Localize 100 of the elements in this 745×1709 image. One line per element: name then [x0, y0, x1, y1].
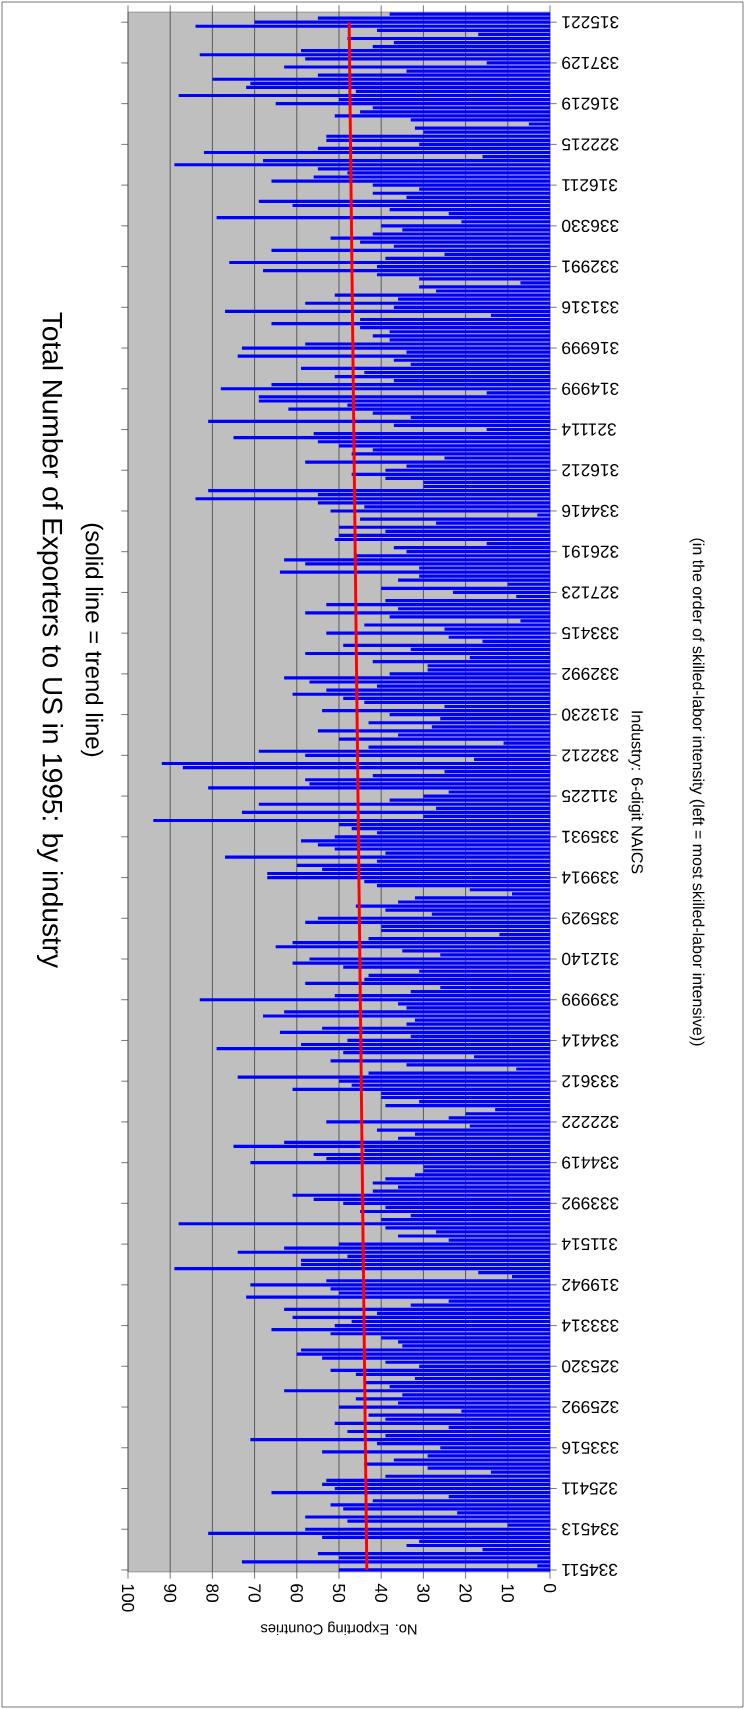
y-tick-label: 339999	[562, 993, 619, 1006]
bar	[284, 676, 550, 680]
bar	[233, 436, 550, 440]
bar	[360, 517, 550, 521]
y-tick-label: 314999	[562, 382, 619, 395]
bar	[338, 533, 550, 537]
y-tick-label: 312140	[562, 952, 619, 966]
bar	[241, 346, 550, 350]
y-tick-label: 316211	[562, 178, 618, 192]
bar	[338, 525, 550, 529]
bar	[216, 1047, 550, 1051]
x-axis-title: No. Exporting Countries	[261, 1621, 417, 1636]
bar	[351, 472, 550, 476]
bar	[288, 407, 550, 411]
y-tick-label: 322215	[562, 138, 619, 151]
bar	[313, 1152, 550, 1157]
y-tick-label: 337129	[562, 56, 619, 70]
bar	[199, 998, 550, 1002]
y-tick-label: 334419	[562, 1156, 619, 1169]
bar	[250, 1438, 550, 1442]
y-tick-label: 315221	[562, 16, 619, 29]
bar	[284, 558, 550, 562]
y-tick-label: 335929	[562, 912, 619, 925]
y-tick-label: 316999	[562, 341, 619, 355]
bar	[195, 24, 550, 28]
bar	[368, 721, 550, 725]
bar	[271, 1490, 550, 1495]
bar	[279, 570, 550, 574]
x-tick-label: 80	[206, 1584, 219, 1602]
bar	[305, 1515, 550, 1519]
bar	[381, 1095, 550, 1100]
x-tick-label: 50	[332, 1584, 346, 1602]
x-tick-label: 10	[501, 1584, 514, 1602]
x-tick-label: 40	[375, 1583, 388, 1602]
bar	[246, 1295, 550, 1299]
text: Total Number of Exporters to US in 1995: by industry	[36, 312, 64, 968]
bar	[208, 419, 550, 423]
bar	[284, 1389, 550, 1393]
bar	[355, 1397, 550, 1401]
x-tick-label: 20	[459, 1584, 472, 1602]
bar	[258, 749, 550, 753]
y-axis-title: Industry: 6-digit NAICS	[628, 711, 644, 874]
bar	[275, 945, 550, 949]
bar	[419, 285, 550, 289]
bar	[330, 236, 550, 240]
y-tick-label: 325992	[562, 1400, 619, 1414]
y-tick-label: 313230	[562, 708, 619, 721]
bar	[393, 546, 550, 550]
bar	[250, 1283, 550, 1287]
y-tick-label: 321114	[561, 423, 616, 436]
y-tick-label: 334511	[562, 1563, 618, 1577]
bar	[330, 1503, 550, 1507]
bar	[360, 1209, 550, 1214]
bar	[338, 737, 550, 741]
bar	[153, 818, 550, 823]
y-tick-label: 333612	[562, 1075, 619, 1088]
bar	[326, 631, 550, 635]
text: (in the order of skilled-labor intensity (left = most skilled-labor intensive))	[689, 538, 705, 1046]
bar	[334, 1421, 550, 1425]
bar	[241, 1560, 550, 1564]
bar	[195, 497, 550, 501]
bar	[296, 1352, 550, 1356]
y-tick-label: 311514	[561, 1237, 618, 1251]
bar	[271, 322, 550, 326]
y-tick-label: 332992	[562, 667, 619, 681]
bar	[338, 1568, 550, 1572]
bar	[364, 1462, 550, 1466]
bar	[372, 334, 550, 338]
bar	[267, 875, 550, 880]
bar	[301, 366, 550, 370]
bar	[326, 134, 550, 138]
bar	[330, 509, 550, 513]
bar	[284, 65, 550, 69]
bar	[347, 36, 550, 41]
y-tick-label: 333415	[562, 627, 619, 640]
bar	[398, 578, 550, 582]
bar	[343, 643, 550, 647]
bar	[216, 216, 550, 220]
bar	[237, 1075, 550, 1079]
bar	[381, 224, 550, 228]
bar	[263, 269, 550, 273]
bar	[326, 138, 550, 142]
bar	[292, 1087, 550, 1091]
bar	[381, 928, 550, 933]
bar	[364, 623, 550, 627]
bar	[263, 1014, 550, 1018]
bar	[292, 1193, 550, 1197]
bar	[279, 1030, 550, 1034]
y-tick-label: 334414	[561, 1034, 619, 1047]
bar	[368, 973, 550, 977]
bar	[220, 387, 550, 391]
bar	[208, 1531, 550, 1535]
bar	[334, 537, 550, 542]
bar	[225, 309, 550, 313]
x-tick-label: 90	[164, 1584, 177, 1602]
bar	[178, 1222, 550, 1226]
bar	[212, 77, 550, 81]
y-tick-label: 325320	[562, 1360, 619, 1373]
bar	[258, 199, 550, 203]
text: (solid line = trend line)	[80, 523, 104, 757]
